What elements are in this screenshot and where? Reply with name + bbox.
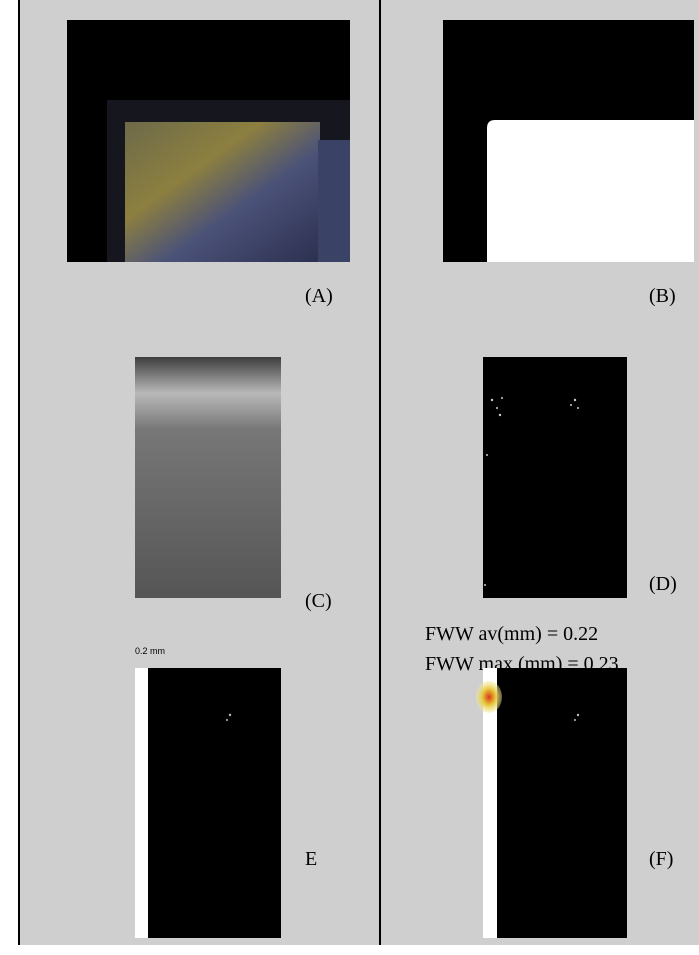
panel-label: (D): [649, 573, 677, 595]
panel-label: (B): [649, 285, 676, 307]
image-b-mask: [487, 120, 694, 262]
image-e: [148, 668, 281, 938]
image-d: [483, 357, 627, 598]
panel-label: E: [305, 848, 317, 870]
image-a-edge: [318, 140, 350, 262]
figure: (A) (B) (C) (D) FWW av(mm) = 0.22 FWW ma…: [0, 0, 699, 955]
wear-highlight: [476, 681, 502, 713]
panel-label: (F): [649, 848, 673, 870]
panel-label: (C): [305, 590, 332, 612]
panel-label: (A): [305, 285, 333, 307]
annotation: FWW av(mm) = 0.22: [425, 623, 598, 645]
scale-label: 0.2 mm: [135, 646, 165, 656]
image-f: [497, 668, 627, 938]
image-e-strip: [135, 668, 148, 938]
image-c: [135, 357, 281, 598]
image-a-content: [125, 122, 320, 262]
